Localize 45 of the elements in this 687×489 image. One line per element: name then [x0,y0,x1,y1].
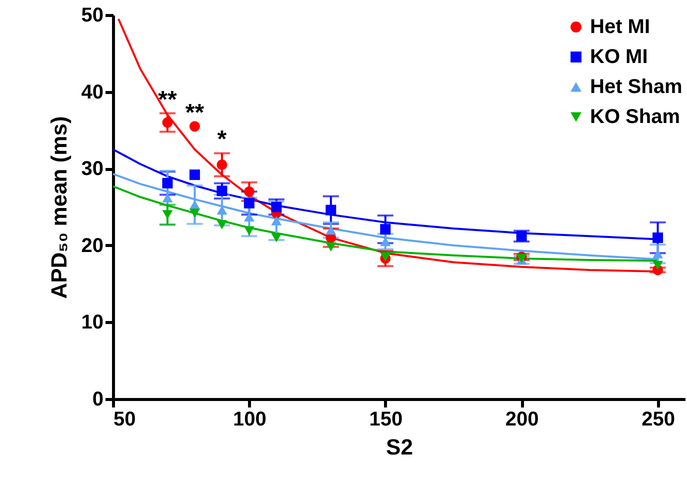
point [244,198,254,208]
point [271,216,282,226]
point [652,232,664,243]
point [244,226,254,236]
y-tick-label: 0 [92,388,104,410]
legend-label: Het Sham [590,76,682,98]
point [326,242,336,252]
x-axis-title: S2 [386,434,413,460]
annotation: * [217,126,228,154]
point [271,233,282,242]
legend-label: KO MI [590,46,648,68]
x-tick-label: 150 [369,408,403,430]
x-tick-label: 250 [642,408,675,430]
annotation: ** [185,99,205,126]
x-tick-label: 200 [505,408,539,430]
y-tick-label: 20 [81,234,104,257]
y-tick-label: 30 [81,158,104,180]
y-tick-label: 40 [81,81,104,104]
point [189,208,200,218]
annotation: ** [158,86,178,114]
point [516,230,527,242]
point [189,170,200,180]
legend-label: KO Sham [590,106,680,128]
point [326,226,336,235]
x-tick-label: 100 [233,408,266,430]
point [652,260,664,270]
y-axis-title: APD₅₀ mean (ms) [46,116,72,299]
point [216,220,228,230]
point [162,117,173,128]
point [216,160,228,170]
x-tick-label: 50 [114,408,136,430]
point [271,202,282,212]
legend-label: Het MI [590,16,650,38]
point [326,204,336,216]
point [216,186,228,196]
point [189,121,200,132]
y-tick-label: 50 [81,4,104,26]
point [162,178,173,188]
point [216,206,228,215]
point [162,210,173,220]
point [380,252,391,262]
point [380,237,391,246]
y-tick-label: 10 [81,312,104,334]
point [380,224,391,235]
point [244,186,254,197]
